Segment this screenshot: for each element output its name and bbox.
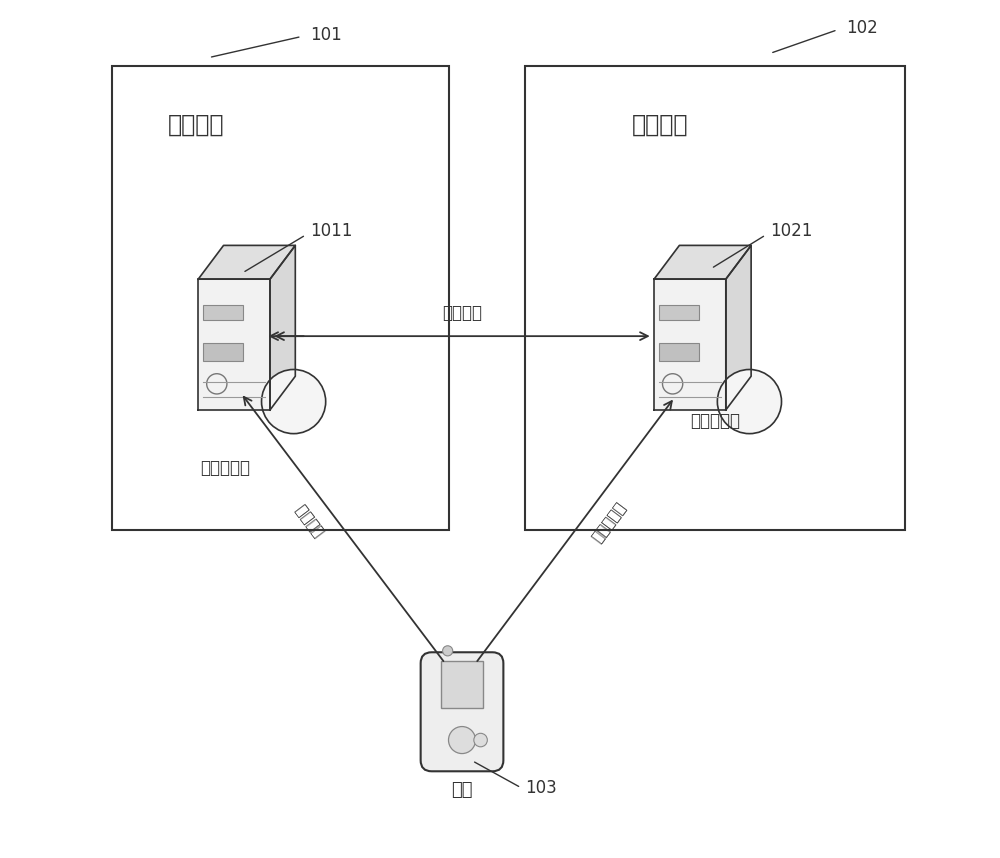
Text: 支付请求: 支付请求 [292,501,326,539]
FancyBboxPatch shape [203,305,243,320]
Polygon shape [726,245,751,410]
Text: 1021: 1021 [770,221,812,239]
Circle shape [207,374,227,394]
FancyBboxPatch shape [441,661,483,708]
Text: 103: 103 [525,779,557,797]
Polygon shape [270,245,295,410]
Text: 交易结算: 交易结算 [442,304,482,322]
Text: 重定向消息: 重定向消息 [589,499,629,545]
Text: 支付服务器: 支付服务器 [201,458,251,476]
Text: 102: 102 [846,19,878,37]
Text: 交易平台: 交易平台 [632,112,689,136]
FancyBboxPatch shape [203,342,243,361]
Polygon shape [654,279,726,410]
Text: 1011: 1011 [310,221,352,239]
Text: 101: 101 [310,26,342,44]
Bar [525,66,905,530]
Text: 支付平台: 支付平台 [168,112,224,136]
Polygon shape [198,279,270,410]
FancyBboxPatch shape [659,305,699,320]
Circle shape [449,727,476,753]
Text: 交易服务器: 交易服务器 [690,412,740,430]
Polygon shape [198,245,295,279]
Circle shape [262,370,326,433]
Circle shape [662,374,683,394]
FancyBboxPatch shape [659,342,699,361]
Text: 终端: 终端 [451,781,473,799]
Circle shape [474,734,487,746]
Circle shape [717,370,782,433]
Circle shape [443,646,453,656]
Bar [112,66,449,530]
Polygon shape [654,245,751,279]
FancyBboxPatch shape [421,652,503,771]
